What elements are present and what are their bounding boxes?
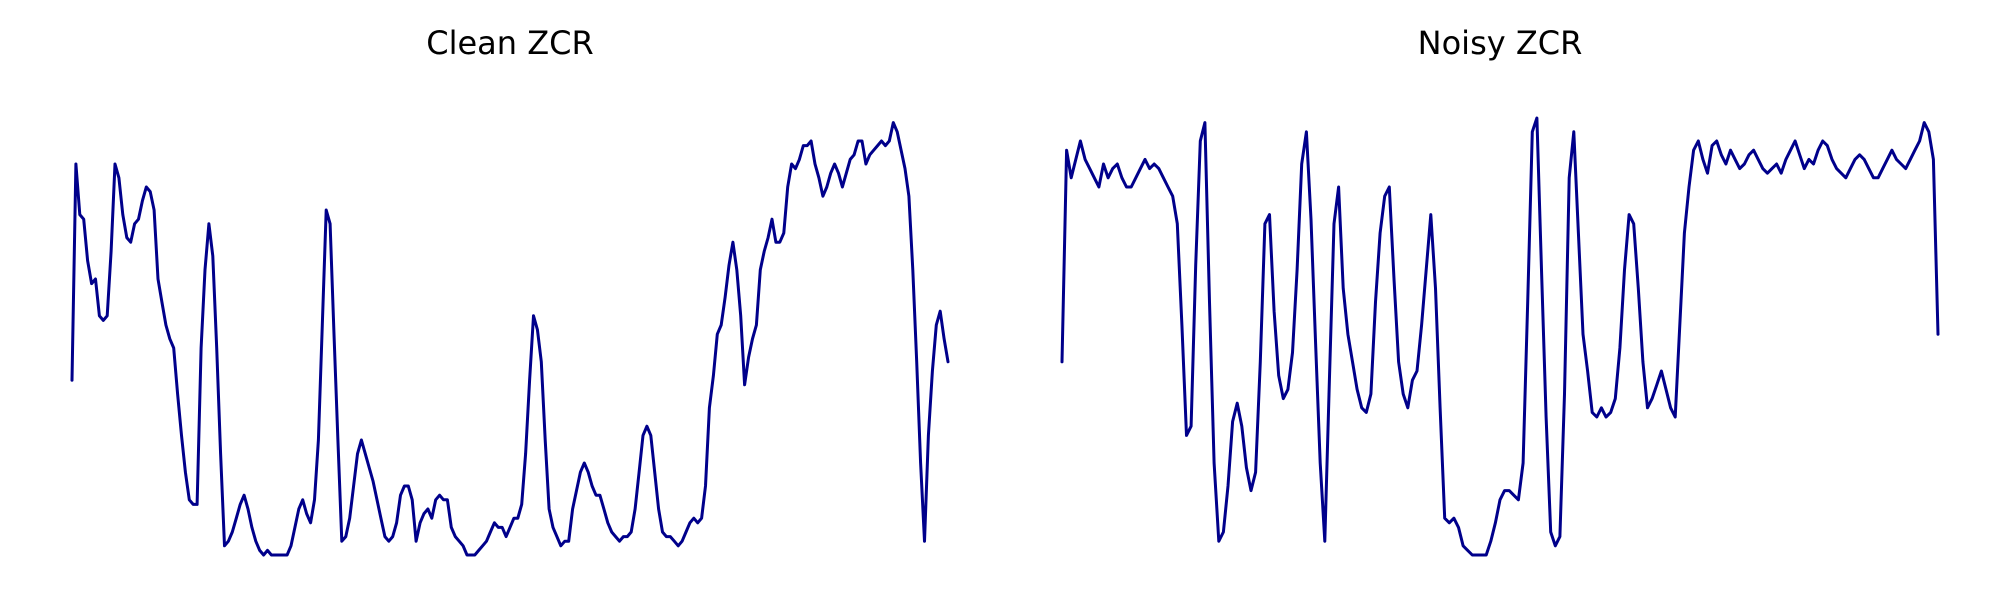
noisy-zcr-chart: Noisy ZCR <box>1050 0 1950 600</box>
clean-zcr-plot <box>70 121 950 557</box>
clean-zcr-chart: Clean ZCR <box>60 0 960 600</box>
noisy-zcr-title: Noisy ZCR <box>1417 24 1583 62</box>
noisy-zcr-plot <box>1060 116 1940 557</box>
noisy-zcr-series-line-0 <box>1060 116 1940 557</box>
clean-zcr-title: Clean ZCR <box>426 24 594 62</box>
clean-zcr-series-line-0 <box>70 121 950 557</box>
